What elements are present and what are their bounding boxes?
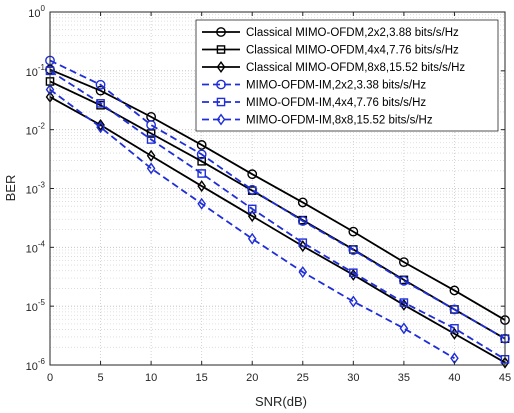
x-tick-label: 30	[347, 372, 359, 384]
axis-ticks: 0 5 10 15 20 25 30 35 40 45 10-6 10-5 10-4 10-3 10-2 10…	[26, 4, 512, 384]
legend: Classical MIMO-OFDM,2x2,3.88 bits/s/Hz Cl…	[195, 19, 499, 132]
data-point	[146, 149, 156, 162]
data-point	[197, 197, 206, 210]
x-tick-label: 25	[297, 372, 309, 384]
legend-item-2: Classical MIMO-OFDM,4x4,7.76 bits/s/Hz	[202, 45, 459, 57]
x-tick-label: 40	[448, 372, 460, 384]
x-tick-label: 35	[398, 372, 410, 384]
legend-item-6: MIMO-OFDM-IM,8x8,15.52 bits/s/Hz	[202, 113, 433, 127]
legend-label: Classical MIMO-OFDM,8x8,15.52 bits/s/Hz	[246, 62, 465, 74]
series-layer	[45, 55, 510, 369]
data-point	[216, 61, 226, 73]
data-point	[146, 129, 156, 138]
data-point	[216, 79, 226, 90]
data-point	[96, 121, 105, 134]
legend-box	[195, 19, 499, 132]
data-point	[398, 257, 409, 268]
data-point	[95, 79, 106, 90]
data-point	[348, 245, 359, 255]
data-point	[449, 304, 460, 315]
x-tick-label: 20	[246, 372, 258, 384]
y-tick-label: 100	[28, 4, 45, 20]
data-point	[96, 99, 105, 108]
legend-label: Classical MIMO-OFDM,2x2,3.88 bits/s/Hz	[246, 27, 459, 39]
data-point	[197, 156, 206, 166]
x-tick-label: 0	[47, 372, 53, 384]
data-point	[216, 97, 226, 107]
data-point	[297, 216, 308, 226]
data-point	[216, 113, 226, 126]
series-line	[49, 70, 506, 361]
series-line	[49, 96, 506, 364]
legend-label: MIMO-OFDM-IM,2x2,3.38 bits/s/Hz	[246, 80, 426, 92]
series-line	[49, 68, 506, 321]
data-point	[298, 238, 308, 247]
data-point	[197, 180, 206, 193]
data-point	[196, 140, 207, 150]
data-point	[349, 268, 358, 278]
x-tick-label: 10	[145, 372, 157, 384]
data-point	[197, 169, 206, 178]
data-point	[348, 226, 359, 237]
x-tick-label: 15	[196, 372, 208, 384]
legend-label: Classical MIMO-OFDM,4x4,7.76 bits/s/Hz	[246, 45, 459, 57]
data-point	[146, 135, 156, 144]
legend-item-1: Classical MIMO-OFDM,2x2,3.88 bits/s/Hz	[202, 27, 459, 39]
y-axis-title: BER	[3, 175, 18, 202]
data-point	[247, 184, 258, 195]
y-tick-label: 10-3	[26, 181, 46, 197]
data-point	[297, 197, 308, 208]
data-point	[196, 149, 207, 160]
x-tick-label: 5	[97, 372, 103, 384]
y-tick-label: 10-4	[26, 239, 46, 255]
data-point	[450, 324, 459, 333]
data-point	[216, 45, 226, 54]
data-point	[399, 322, 409, 335]
data-point	[247, 210, 257, 223]
y-tick-label: 10-2	[26, 122, 46, 138]
data-point	[449, 285, 460, 296]
data-point	[247, 169, 258, 180]
x-axis-title: SNR(dB)	[255, 394, 307, 409]
series-line	[49, 88, 455, 360]
data-point	[247, 232, 257, 245]
data-point	[95, 85, 106, 96]
legend-item-3: Classical MIMO-OFDM,8x8,15.52 bits/s/Hz	[202, 61, 465, 74]
legend-item-5: MIMO-OFDM-IM,4x4,7.76 bits/s/Hz	[202, 97, 426, 109]
data-point	[216, 27, 226, 37]
y-tick-label: 10-5	[26, 298, 46, 314]
legend-item-4: MIMO-OFDM-IM,2x2,3.38 bits/s/Hz	[202, 80, 426, 92]
legend-label: MIMO-OFDM-IM,4x4,7.76 bits/s/Hz	[246, 97, 426, 109]
data-point	[399, 298, 409, 311]
data-point	[399, 298, 409, 307]
series-line	[49, 59, 506, 340]
data-point	[398, 275, 409, 286]
legend-label: MIMO-OFDM-IM,8x8,15.52 bits/s/Hz	[246, 115, 433, 127]
data-point	[500, 356, 510, 369]
data-point	[349, 295, 358, 308]
y-tick-label: 10-6	[26, 357, 46, 373]
y-tick-label: 10-1	[26, 63, 46, 79]
data-point	[96, 119, 105, 132]
series-5	[45, 66, 510, 364]
data-point	[247, 204, 257, 214]
data-point	[146, 162, 156, 175]
data-point	[146, 120, 157, 130]
data-point	[298, 266, 308, 279]
x-tick-label: 45	[499, 372, 511, 384]
